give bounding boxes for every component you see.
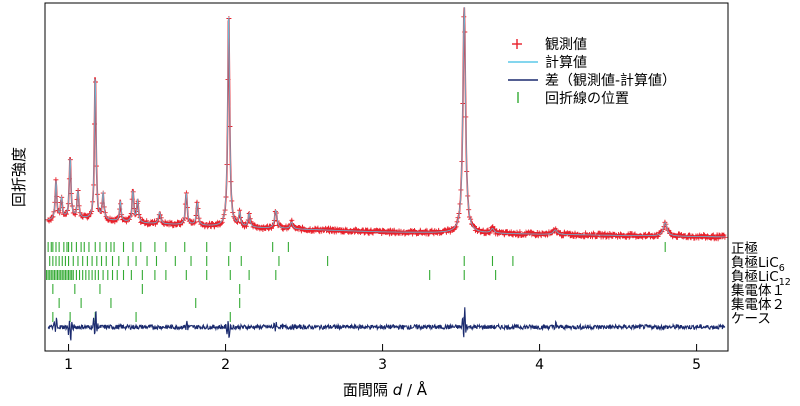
x-tick-label: 4	[535, 357, 544, 373]
x-tick-label: 5	[692, 357, 701, 373]
reflection-row-label: ケース	[731, 311, 771, 327]
x-axis-label: 面間隔 d / Å	[343, 380, 428, 399]
x-axis-ticks: 1 2 3 4 5	[64, 344, 701, 373]
x-tick-label: 2	[221, 357, 230, 373]
reflection-rows	[46, 242, 666, 322]
x-tick-label: 3	[378, 357, 387, 373]
difference-series	[47, 307, 726, 341]
reflection-row-label: 集電体２	[731, 297, 785, 313]
legend-label-observed: 観測値	[545, 36, 587, 53]
legend-label-difference: 差（観測値-計算値）	[545, 72, 676, 89]
reflection-row-label: 集電体１	[731, 283, 785, 299]
legend-label-reflection: 回折線の位置	[545, 91, 629, 107]
calculated-series	[47, 7, 725, 238]
legend-marker-observed	[512, 39, 522, 49]
legend-label-calculated: 計算値	[545, 55, 587, 71]
x-tick-label: 1	[64, 357, 73, 373]
x-axis-label-suffix: / Å	[402, 380, 428, 399]
difference-trace	[47, 307, 726, 341]
reflection-row-label: 負極LiC6	[731, 255, 785, 274]
calculated-line	[47, 7, 725, 238]
x-axis-label-variable: d	[393, 381, 403, 399]
reflection-row-label: 負極LiC12	[731, 269, 791, 288]
x-axis-label-prefix: 面間隔	[343, 381, 393, 399]
reflection-row-label: 正極	[731, 241, 758, 257]
plot-frame	[44, 2, 729, 352]
y-axis-label: 回折強度	[10, 147, 28, 207]
legend: 観測値 計算値 差（観測値-計算値） 回折線の位置	[508, 36, 676, 107]
